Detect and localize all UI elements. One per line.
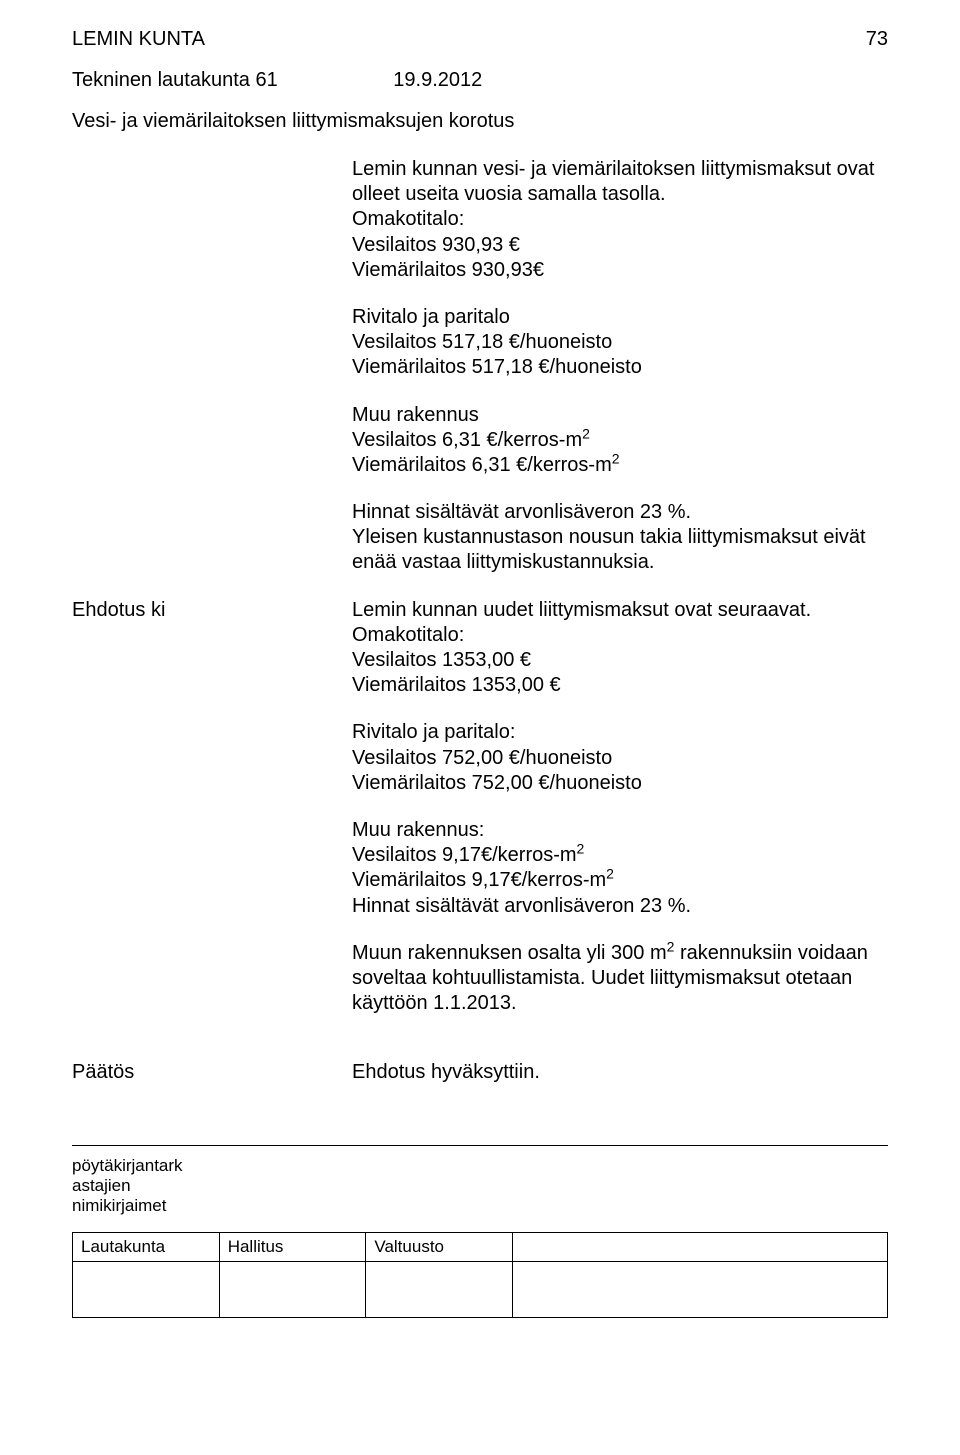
subject-title: Vesi- ja viemärilaitoksen liittymismaksu… [72, 110, 888, 133]
intro-vat: Hinnat sisältävät arvonlisäveron 23 %. [352, 501, 691, 523]
intro-omakotitalo-label: Omakotitalo: [352, 208, 464, 230]
proposal-muu-label: Muu rakennus: [352, 819, 484, 841]
intro-muu-l1: Vesilaitos 6,31 €/kerros-m2 [352, 429, 590, 451]
intro-muu-l2: Viemärilaitos 6,31 €/kerros-m2 [352, 454, 620, 476]
intro-rivitalo-l2: Viemärilaitos 517,18 €/huoneisto [352, 356, 642, 378]
intro-omakotitalo-l2: Viemärilaitos 930,93€ [352, 259, 544, 281]
proposal-content: Lemin kunnan uudet liittymismaksut ovat … [352, 598, 888, 1039]
footer-cell [366, 1262, 513, 1318]
proposal-vat: Hinnat sisältävät arvonlisäveron 23 %. [352, 895, 691, 917]
proposal-muu-l2: Viemärilaitos 9,17€/kerros-m2 [352, 869, 614, 891]
proposal-note: Muun rakennuksen osalta yli 300 m2 raken… [352, 942, 868, 1014]
intro-rivitalo-label: Rivitalo ja paritalo [352, 306, 510, 328]
page-number: 73 [866, 28, 888, 51]
proposal-rivitalo-l2: Viemärilaitos 752,00 €/huoneisto [352, 772, 642, 794]
footer-col-hallitus: Hallitus [219, 1233, 366, 1262]
page: LEMIN KUNTA 73 Tekninen lautakunta 61 19… [0, 0, 960, 1455]
footer-col-lautakunta: Lautakunta [73, 1233, 220, 1262]
footer-col-valtuusto: Valtuusto [366, 1233, 513, 1262]
decision-label: Päätös [72, 1060, 352, 1084]
proposal-omakotitalo-l1: Vesilaitos 1353,00 € [352, 649, 531, 671]
decision-text: Ehdotus hyväksyttiin. [352, 1060, 540, 1085]
footer-cell [73, 1262, 220, 1318]
intro-block: Lemin kunnan vesi- ja viemärilaitoksen l… [352, 157, 888, 576]
footer-cell [513, 1262, 888, 1318]
proposal-row: Ehdotus ki Lemin kunnan uudet liittymism… [72, 598, 888, 1039]
proposal-rivitalo-label: Rivitalo ja paritalo: [352, 721, 515, 743]
proposal-p1: Lemin kunnan uudet liittymismaksut ovat … [352, 599, 811, 621]
board-section: Tekninen lautakunta 61 [72, 69, 278, 92]
footer-cell [219, 1262, 366, 1318]
footer-table: Lautakunta Hallitus Valtuusto [72, 1232, 888, 1318]
org-name: LEMIN KUNTA [72, 28, 205, 51]
intro-note: Yleisen kustannustason nousun takia liit… [352, 526, 866, 573]
meeting-row: Tekninen lautakunta 61 19.9.2012 [72, 69, 888, 92]
footer-initials-label: pöytäkirjantark astajien nimikirjaimet [72, 1156, 888, 1216]
intro-muu-label: Muu rakennus [352, 404, 479, 426]
proposal-rivitalo-l1: Vesilaitos 752,00 €/huoneisto [352, 747, 612, 769]
intro-p1: Lemin kunnan vesi- ja viemärilaitoksen l… [352, 158, 874, 205]
footer: pöytäkirjantark astajien nimikirjaimet L… [72, 1156, 888, 1318]
intro-omakotitalo-l1: Vesilaitos 930,93 € [352, 234, 520, 256]
decision-row: Päätös Ehdotus hyväksyttiin. [72, 1060, 888, 1085]
proposal-label: Ehdotus ki [72, 598, 352, 622]
proposal-omakotitalo-label: Omakotitalo: [352, 624, 464, 646]
footer-col-empty [513, 1233, 888, 1262]
header-row: LEMIN KUNTA 73 [72, 28, 888, 51]
proposal-muu-l1: Vesilaitos 9,17€/kerros-m2 [352, 844, 584, 866]
footer-divider [72, 1145, 888, 1146]
meeting-date: 19.9.2012 [393, 69, 482, 91]
intro-rivitalo-l1: Vesilaitos 517,18 €/huoneisto [352, 331, 612, 353]
proposal-omakotitalo-l2: Viemärilaitos 1353,00 € [352, 674, 561, 696]
